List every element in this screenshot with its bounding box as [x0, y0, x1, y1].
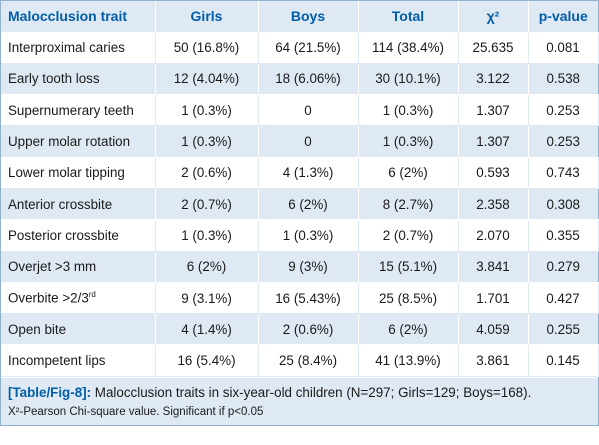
cell-total: 30 (10.1%) [358, 63, 459, 96]
cell-p-value: 0.081 [528, 32, 599, 64]
header-chi-square: χ² [458, 1, 529, 33]
cell-p-value: 0.427 [528, 282, 599, 315]
cell-girls: 16 (5.4%) [155, 344, 259, 377]
cell-chi-square: 1.701 [458, 282, 529, 315]
cell-boys: 2 (0.6%) [258, 313, 359, 346]
cell-total: 15 (5.1%) [358, 251, 459, 283]
cell-girls: 50 (16.8%) [155, 32, 259, 64]
cell-boys: 4 (1.3%) [258, 157, 359, 189]
table-row: Upper molar rotation 1 (0.3%) 0 1 (0.3%) 1.3… [1, 125, 598, 158]
cell-trait: Overjet >3 mm [1, 251, 156, 283]
cell-chi-square: 3.861 [458, 344, 529, 377]
cell-boys: 0 [258, 125, 359, 158]
cell-girls: 6 (2%) [155, 251, 259, 283]
cell-trait: Incompetent lips [1, 344, 156, 377]
cell-trait: Interproximal caries [1, 32, 156, 64]
cell-trait: Upper molar rotation [1, 125, 156, 158]
cell-p-value: 0.145 [528, 344, 599, 377]
table-body: Interproximal caries 50 (16.8%) 64 (21.5%)… [1, 32, 599, 377]
cell-total: 6 (2%) [358, 313, 459, 346]
cell-total: 41 (13.9%) [358, 344, 459, 377]
cell-boys: 25 (8.4%) [258, 344, 359, 377]
header-p-value: p-value [528, 1, 598, 33]
cell-trait: Anterior crossbite [1, 188, 156, 221]
cell-total: 6 (2%) [358, 157, 459, 189]
cell-chi-square: 2.358 [458, 188, 529, 221]
cell-p-value: 0.255 [528, 313, 598, 346]
cell-trait: Lower molar tipping [1, 157, 156, 189]
cell-boys: 16 (5.43%) [258, 282, 359, 315]
cell-total: 25 (8.5%) [358, 282, 459, 315]
table-footnote: X²-Pearson Chi-square value. Significant… [8, 405, 264, 418]
cell-trait: Posterior crossbite [1, 219, 156, 252]
cell-boys: 18 (6.06%) [258, 63, 359, 96]
caption-text: Malocclusion traits in six-year-old chil… [91, 384, 532, 400]
cell-chi-square: 3.841 [458, 251, 529, 283]
cell-total: 114 (38.4%) [358, 32, 459, 64]
cell-p-value: 0.538 [528, 63, 598, 96]
cell-chi-square: 0.593 [458, 157, 529, 189]
cell-girls: 1 (0.3%) [155, 219, 259, 252]
table-row: Early tooth loss 12 (4.04%) 18 (6.06%) 30 (… [1, 63, 598, 96]
table-row: Open bite 4 (1.4%) 2 (0.6%) 6 (2%) 4.059 0.25… [1, 313, 598, 346]
cell-p-value: 0.279 [528, 251, 598, 283]
cell-boys: 9 (3%) [258, 251, 359, 283]
cell-total: 1 (0.3%) [358, 125, 459, 158]
cell-girls: 12 (4.04%) [155, 63, 259, 96]
cell-chi-square: 25.635 [458, 32, 529, 64]
table-header-row: Malocclusion trait Girls Boys Total χ² p… [1, 1, 598, 33]
cell-boys: 64 (21.5%) [258, 32, 359, 64]
table-row: Interproximal caries 50 (16.8%) 64 (21.5%)… [1, 32, 599, 64]
cell-trait: Open bite [1, 313, 156, 346]
cell-boys: 0 [258, 94, 359, 127]
cell-total: 2 (0.7%) [358, 219, 459, 252]
table-row: Supernumerary teeth 1 (0.3%) 0 1 (0.3%) 1.30… [1, 94, 599, 127]
header-trait: Malocclusion trait [1, 1, 156, 33]
table-row: Anterior crossbite 2 (0.7%) 6 (2%) 8 (2.7%)… [1, 188, 598, 221]
table-row: Posterior crossbite 1 (0.3%) 1 (0.3%) 2 (0.… [1, 219, 599, 252]
table-row: Lower molar tipping 2 (0.6%) 4 (1.3%) 6 (2%… [1, 157, 599, 189]
cell-p-value: 0.355 [528, 219, 599, 252]
cell-girls: 9 (3.1%) [155, 282, 259, 315]
malocclusion-table: Malocclusion trait Girls Boys Total χ² p… [1, 1, 599, 377]
table-row: Incompetent lips 16 (5.4%) 25 (8.4%) 41 (13… [1, 344, 599, 377]
cell-chi-square: 2.070 [458, 219, 529, 252]
cell-boys: 6 (2%) [258, 188, 359, 221]
table-caption: [Table/Fig-8]: Malocclusion traits in si… [1, 376, 598, 425]
cell-girls: 1 (0.3%) [155, 94, 259, 127]
header-boys: Boys [258, 1, 359, 33]
table-row: Overbite >2/3rd 9 (3.1%) 16 (5.43%) 25 (8.5… [1, 282, 599, 315]
table-row: Overjet >3 mm 6 (2%) 9 (3%) 15 (5.1%) 3.841 0… [1, 251, 598, 283]
ordinal-suffix: rd [88, 290, 96, 300]
cell-p-value: 0.308 [528, 188, 598, 221]
caption-line: [Table/Fig-8]: Malocclusion traits in si… [8, 384, 591, 401]
cell-trait: Supernumerary teeth [1, 94, 156, 127]
cell-boys: 1 (0.3%) [258, 219, 359, 252]
header-girls: Girls [155, 1, 259, 33]
cell-girls: 4 (1.4%) [155, 313, 259, 346]
cell-trait: Overbite >2/3rd [1, 282, 156, 315]
cell-p-value: 0.253 [528, 125, 598, 158]
caption-reference: [Table/Fig-8]: [8, 384, 92, 400]
cell-girls: 1 (0.3%) [155, 125, 259, 158]
cell-p-value: 0.253 [528, 94, 599, 127]
cell-trait: Early tooth loss [1, 63, 156, 96]
cell-chi-square: 3.122 [458, 63, 529, 96]
cell-chi-square: 4.059 [458, 313, 529, 346]
cell-girls: 2 (0.7%) [155, 188, 259, 221]
cell-girls: 2 (0.6%) [155, 157, 259, 189]
cell-total: 1 (0.3%) [358, 94, 459, 127]
header-total: Total [358, 1, 459, 33]
cell-p-value: 0.743 [528, 157, 599, 189]
cell-chi-square: 1.307 [458, 94, 529, 127]
cell-total: 8 (2.7%) [358, 188, 459, 221]
results-table-container: Malocclusion trait Girls Boys Total χ² p… [0, 0, 599, 426]
cell-chi-square: 1.307 [458, 125, 529, 158]
